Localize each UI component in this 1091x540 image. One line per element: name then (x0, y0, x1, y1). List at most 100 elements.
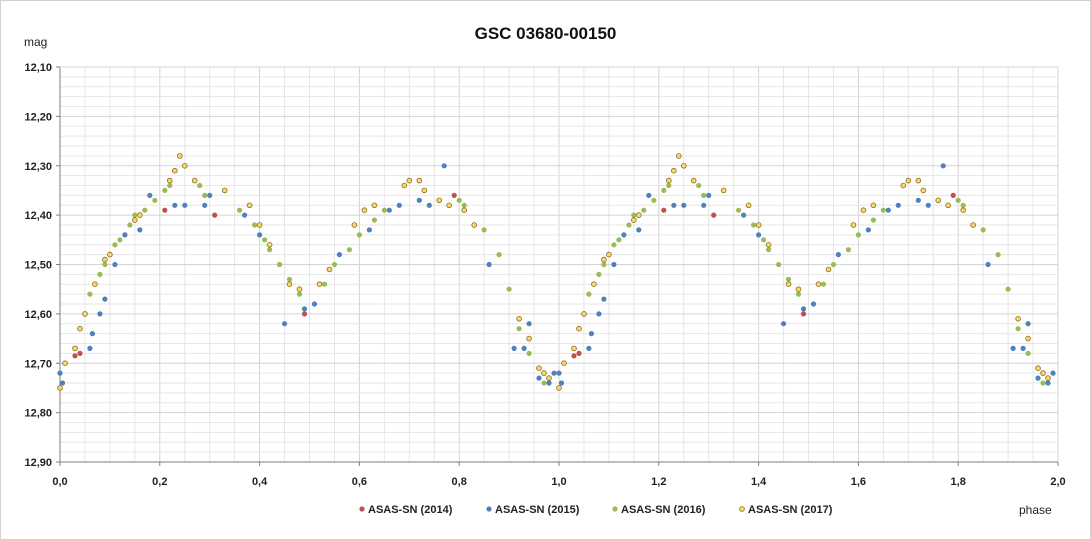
data-point (132, 217, 138, 223)
data-point (935, 197, 941, 204)
data-point (461, 202, 467, 208)
data-point (741, 212, 747, 218)
data-point (102, 261, 108, 268)
data-point (92, 281, 98, 288)
data-point (745, 202, 752, 209)
data-point (845, 247, 852, 253)
data-point (301, 311, 308, 317)
data-point (421, 187, 428, 194)
data-point (197, 182, 203, 189)
data-point (631, 212, 637, 218)
data-point (641, 207, 647, 213)
data-point (558, 380, 565, 386)
data-point (177, 153, 183, 159)
data-point (361, 207, 368, 214)
data-point (536, 375, 542, 381)
data-point (202, 202, 208, 208)
data-point (820, 281, 827, 287)
data-point (1010, 345, 1016, 351)
data-point (665, 177, 672, 184)
legend-marker (739, 506, 745, 512)
data-point (571, 345, 577, 352)
data-point (556, 370, 562, 376)
x-tick-label: 1,8 (951, 476, 966, 488)
data-point (127, 222, 133, 228)
data-point (1035, 365, 1041, 372)
data-point (122, 232, 128, 238)
data-point (661, 207, 667, 213)
data-point (541, 370, 547, 376)
data-point (920, 187, 927, 194)
legend-label: ASAS-SN (2017) (748, 504, 833, 516)
data-point (167, 182, 173, 189)
data-point (416, 177, 423, 184)
data-point (766, 247, 772, 253)
data-point (436, 197, 443, 204)
y-axis-label: mag (24, 35, 48, 49)
legend-label: ASAS-SN (2015) (495, 504, 580, 516)
y-tick-label: 12,70 (24, 358, 52, 370)
x-tick-labels: 0,0 0,2 0,4 0,6 0,8 1,0 1,2 1,4 1,6 1,8 2,0 (52, 462, 1066, 488)
data-point (680, 163, 687, 169)
series-4 (57, 153, 1051, 391)
data-point (915, 177, 922, 184)
data-point (776, 261, 782, 268)
data-point (132, 212, 138, 218)
data-point (72, 353, 78, 359)
data-point (970, 222, 976, 228)
data-point (870, 217, 877, 223)
data-point (87, 345, 93, 351)
data-point (551, 370, 557, 376)
data-point (756, 232, 762, 238)
data-point (671, 202, 677, 208)
data-point (751, 222, 757, 228)
data-point (526, 321, 532, 327)
data-point (471, 222, 478, 228)
data-point (77, 350, 83, 356)
data-point (496, 252, 502, 258)
data-point (191, 177, 198, 184)
data-point (755, 222, 762, 228)
data-point (257, 232, 263, 238)
data-point (1050, 370, 1056, 376)
data-point (675, 153, 682, 159)
data-point (481, 227, 487, 233)
data-point (416, 197, 422, 203)
data-point (1040, 380, 1046, 386)
data-point (885, 207, 891, 213)
data-point (711, 212, 717, 218)
data-point (635, 212, 642, 218)
data-point (785, 276, 792, 282)
data-point (940, 163, 946, 169)
data-point (456, 197, 462, 203)
data-point (825, 266, 832, 273)
data-point (221, 187, 228, 194)
y-tick-labels: 12,10 12,20 12,30 12,40 12,50 12,60 12,70 12,80… (24, 62, 60, 469)
data-point (59, 380, 66, 386)
data-point (212, 212, 218, 218)
data-point (172, 202, 178, 208)
data-point (182, 163, 188, 169)
data-point (905, 177, 912, 184)
legend-label: ASAS-SN (2016) (621, 504, 706, 516)
legend: ASAS-SN (2014) ASAS-SN (2015) ASAS-SN (201… (359, 504, 833, 516)
y-tick-label: 12,40 (24, 210, 52, 222)
data-point (591, 281, 597, 288)
data-point (282, 321, 288, 327)
data-point (835, 252, 842, 258)
data-point (237, 207, 243, 213)
data-point (860, 207, 867, 214)
data-point (406, 177, 413, 184)
data-point (331, 261, 338, 268)
data-point (800, 306, 807, 312)
data-point (588, 331, 595, 337)
data-point (167, 177, 173, 184)
legend-marker (359, 506, 365, 512)
data-point (800, 311, 807, 317)
data-point (446, 202, 453, 209)
data-point (795, 291, 802, 297)
data-point (546, 380, 552, 386)
data-point (162, 207, 168, 213)
data-point (102, 296, 108, 302)
